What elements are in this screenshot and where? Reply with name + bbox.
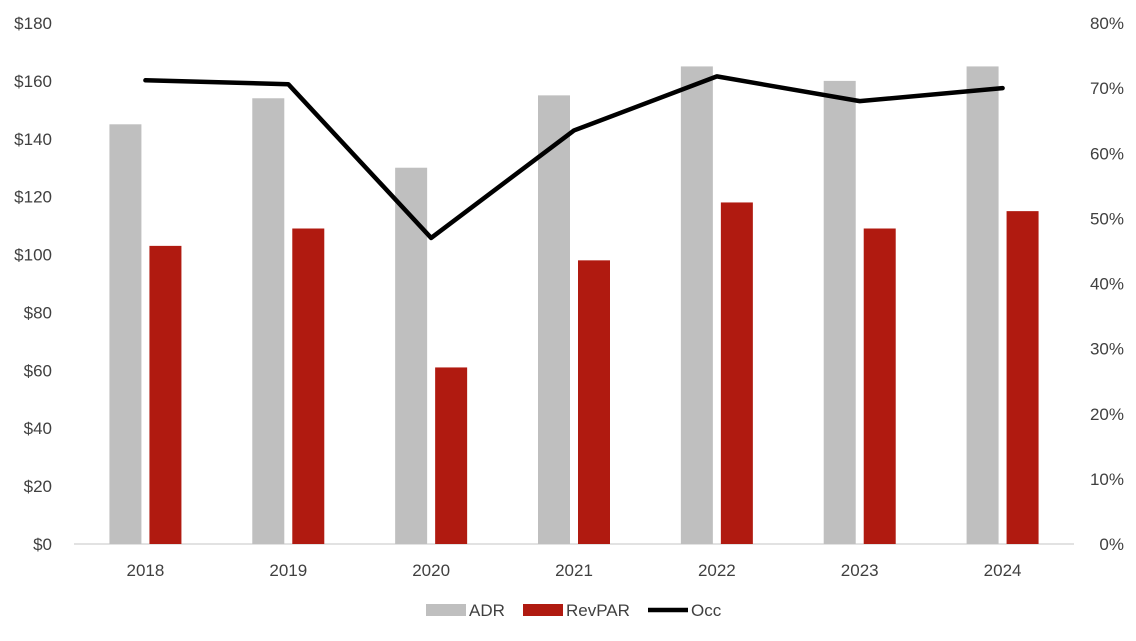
y-left-tick-label: $100	[14, 246, 52, 265]
x-tick-label: 2024	[984, 561, 1022, 580]
x-tick-label: 2023	[841, 561, 879, 580]
y-right-tick-label: 0%	[1099, 535, 1124, 554]
bar-adr-2023	[823, 80, 856, 544]
bar-adr-2019	[252, 98, 285, 544]
occ-line-layer	[143, 74, 1005, 241]
y-right-tick-label: 40%	[1090, 275, 1124, 294]
x-tick-label: 2019	[269, 561, 307, 580]
y-right-tick-label: 70%	[1090, 79, 1124, 98]
y-left-tick-label: $0	[33, 535, 52, 554]
bar-adr-2024	[966, 66, 999, 545]
bar-revpar-2022	[720, 202, 753, 544]
y-right-tick-label: 30%	[1090, 340, 1124, 359]
y-left-tick-label: $180	[14, 14, 52, 33]
y-left-tick-label: $60	[24, 361, 52, 380]
bar-adr-2018	[109, 124, 142, 545]
y-left-tick-label: $140	[14, 130, 52, 149]
bars	[109, 66, 1039, 545]
y-right-tick-label: 60%	[1090, 144, 1124, 163]
y-left-tick-label: $80	[24, 303, 52, 322]
x-tick-label: 2022	[698, 561, 736, 580]
y-right-tick-label: 20%	[1090, 405, 1124, 424]
legend-label-adr: ADR	[469, 601, 505, 620]
y-left-tick-label: $160	[14, 72, 52, 91]
y-left-tick-label: $20	[24, 477, 52, 496]
y-right-tick-label: 10%	[1090, 470, 1124, 489]
bar-revpar-2020	[435, 367, 468, 544]
y-right-tick-label: 50%	[1090, 209, 1124, 228]
y-axis-left-ticks: $0 $20 $40 $60 $80 $100 $120 $140 $160 $180	[14, 14, 52, 554]
x-tick-label: 2018	[127, 561, 165, 580]
legend-label-revpar: RevPAR	[566, 601, 630, 620]
bar-revpar-2018	[149, 245, 182, 544]
line-occ	[143, 74, 1005, 241]
bar-adr-2020	[395, 167, 428, 544]
y-right-tick-label: 80%	[1090, 14, 1124, 33]
y-left-tick-label: $120	[14, 188, 52, 207]
x-tick-label: 2021	[555, 561, 593, 580]
bar-revpar-2023	[863, 228, 896, 544]
bar-adr-2021	[538, 95, 570, 544]
y-axis-right-ticks: 0% 10% 20% 30% 40% 50% 60% 70% 80%	[1090, 14, 1124, 554]
y-left-tick-label: $40	[24, 419, 52, 438]
x-tick-label: 2020	[412, 561, 450, 580]
bar-revpar-2021	[578, 260, 610, 544]
legend-swatch-revpar	[523, 604, 563, 616]
legend-label-occ: Occ	[691, 601, 722, 620]
bar-revpar-2019	[292, 228, 325, 544]
bar-revpar-2024	[1006, 211, 1039, 544]
bar-adr-2022	[680, 66, 713, 545]
legend-swatch-adr	[426, 604, 466, 616]
x-axis-ticks: 2018 2019 2020 2021 2022 2023 2024	[127, 561, 1022, 580]
legend: ADR RevPAR Occ	[426, 601, 722, 620]
